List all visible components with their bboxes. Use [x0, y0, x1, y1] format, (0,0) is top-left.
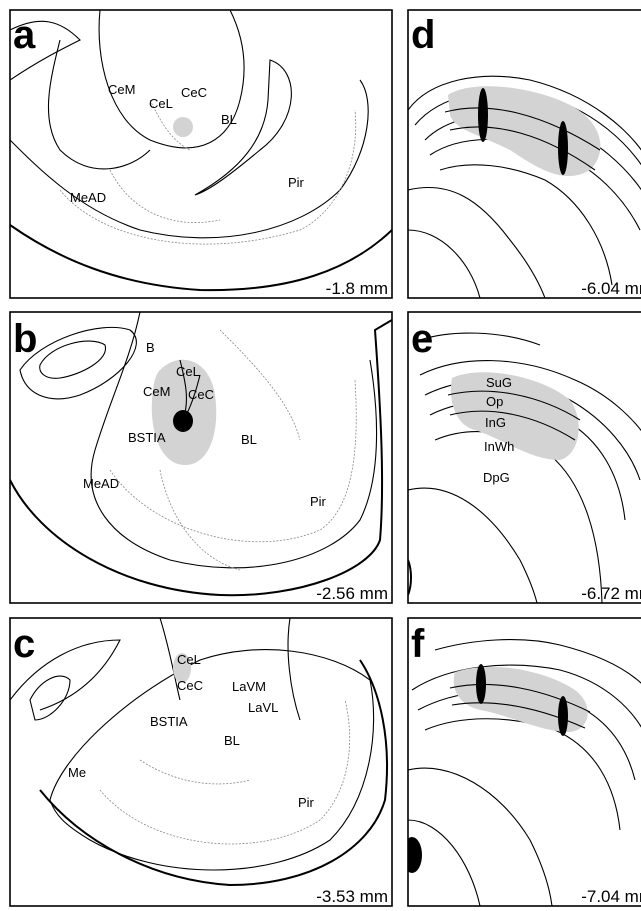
panel-letter: b: [13, 317, 37, 361]
section-drawing: [10, 312, 392, 595]
page: {"panels": [ {"letter": "a", "labels": […: [0, 0, 641, 911]
region-label: BL: [224, 733, 240, 748]
injection-spread: [451, 372, 579, 460]
region-label: BSTIA: [128, 430, 166, 445]
panel-d: d -6.04 mm: [408, 10, 641, 298]
injection-site: [173, 410, 193, 432]
region-label: CeM: [108, 82, 135, 97]
injection-site: [478, 88, 488, 142]
coordinate-label: -6.04 mm: [581, 279, 641, 298]
region-label: CeC: [181, 85, 207, 100]
panel-frame: [10, 10, 392, 298]
section-drawing: [408, 76, 641, 298]
region-label: LaVM: [232, 679, 266, 694]
region-label: Pir: [298, 795, 315, 810]
panel-letter: c: [13, 622, 35, 666]
panel-letter: d: [411, 13, 435, 57]
region-label: CeC: [177, 678, 203, 693]
coordinate-label: -2.56 mm: [316, 584, 388, 603]
region-label: B: [146, 340, 155, 355]
figure: a CeM CeL CeC BL MeAD Pir -1.8 mm b B Ce…: [0, 0, 641, 911]
region-label: Pir: [310, 494, 327, 509]
coordinate-label: -6.72 mm: [581, 584, 641, 603]
panel-e: e SuG Op InG InWh DpG -6.72 mm: [408, 312, 641, 603]
injection-site: [173, 117, 193, 137]
section-drawing: [408, 333, 641, 603]
panel-c: c CeL CeC LaVM LaVL BSTIA BL Me Pir -3.5…: [10, 618, 392, 906]
panel-letter: e: [411, 317, 433, 361]
injection-site: [476, 664, 486, 704]
panel-letter: a: [13, 13, 36, 57]
marker: [402, 837, 422, 873]
region-label: BL: [221, 112, 237, 127]
region-label: LaVL: [248, 700, 278, 715]
injection-site: [558, 696, 568, 736]
panel-f: f -7.04 mm: [402, 618, 641, 906]
region-label: Pir: [288, 175, 305, 190]
layer-label: DpG: [483, 470, 510, 485]
injection-spread: [448, 86, 600, 176]
region-label: CeL: [177, 652, 201, 667]
panel-letter: f: [411, 622, 425, 666]
region-label: CeL: [176, 364, 200, 379]
region-label: MeAD: [70, 190, 106, 205]
region-label: MeAD: [83, 476, 119, 491]
section-drawing: [10, 10, 392, 290]
region-label: BSTIA: [150, 714, 188, 729]
region-label: CeC: [188, 387, 214, 402]
coordinate-label: -1.8 mm: [326, 279, 388, 298]
injection-site: [558, 121, 568, 175]
layer-label: Op: [486, 394, 503, 409]
region-label: Me: [68, 765, 86, 780]
region-label: CeM: [143, 384, 170, 399]
coordinate-label: -3.53 mm: [316, 887, 388, 906]
layer-label: SuG: [486, 375, 512, 390]
panel-frame: [408, 312, 641, 603]
section-drawing: [402, 640, 641, 906]
layer-label: InG: [485, 415, 506, 430]
panel-b: b B CeL CeM CeC BSTIA BL MeAD Pir -2.56 …: [10, 312, 392, 603]
region-label: CeL: [149, 96, 173, 111]
panel-a: a CeM CeL CeC BL MeAD Pir -1.8 mm: [10, 10, 392, 298]
region-label: BL: [241, 432, 257, 447]
layer-label: InWh: [484, 439, 514, 454]
coordinate-label: -7.04 mm: [581, 887, 641, 906]
